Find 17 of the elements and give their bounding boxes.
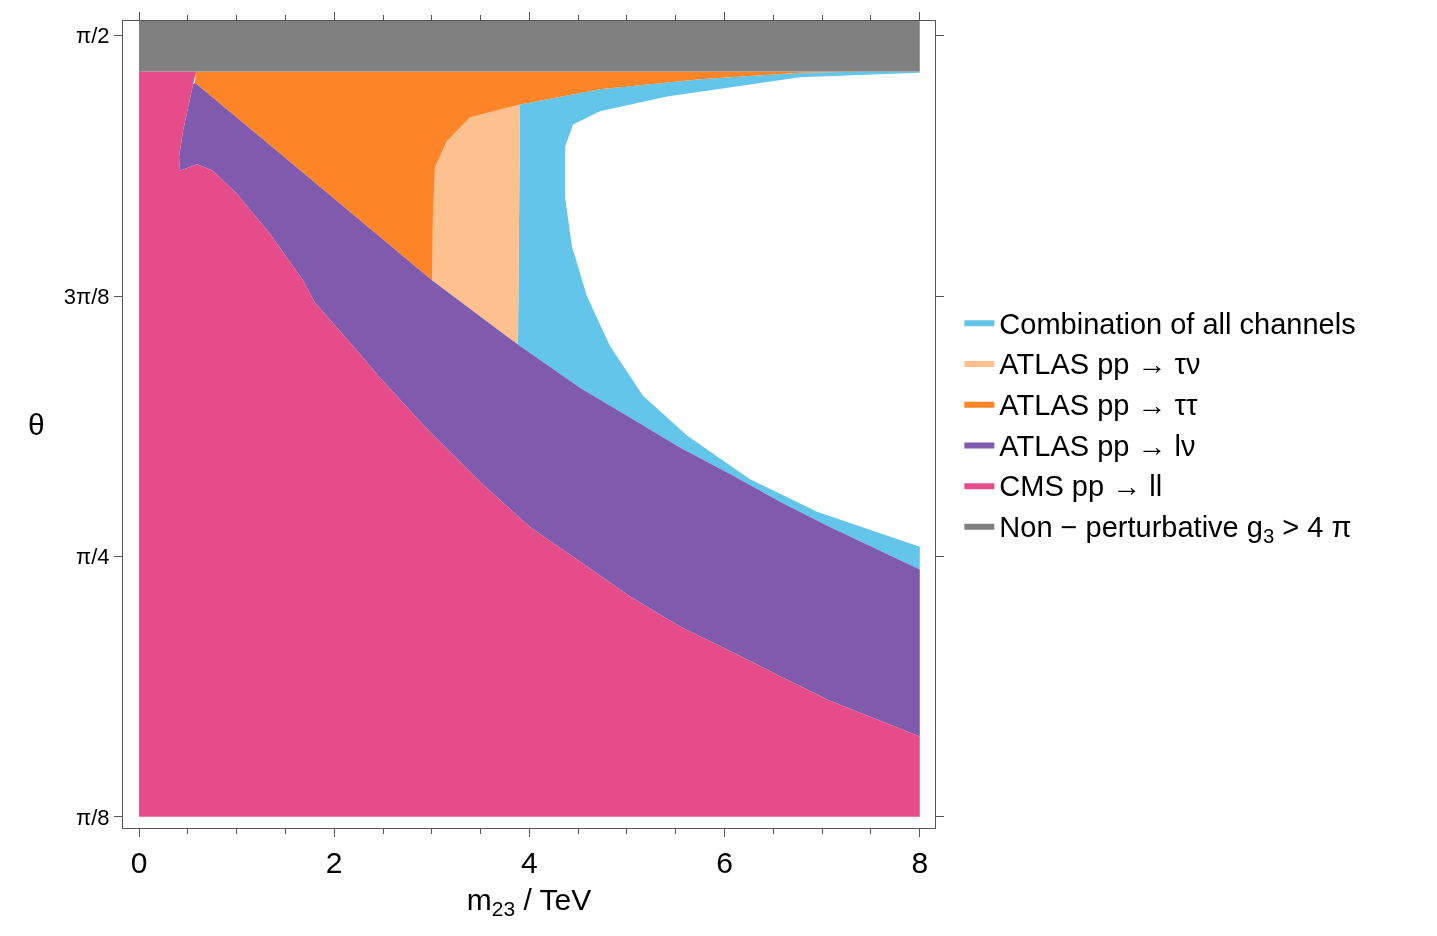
legend-label: ATLAS pp → lν: [999, 429, 1196, 462]
y-axis-title: θ: [28, 408, 45, 441]
y-tick-label: 3π/8: [63, 283, 110, 309]
x-tick-label: 4: [521, 846, 538, 879]
x-tick-label: 0: [130, 846, 148, 879]
legend-label: Combination of all channels: [999, 307, 1356, 340]
y-tick-label: π/4: [76, 544, 110, 570]
legend-label: Non − perturbative g$_{3}$ > 4 π: [999, 511, 1352, 548]
x-tick-label: 2: [325, 846, 343, 879]
legend-label: ATLAS pp → ττ: [999, 389, 1198, 422]
y-tick-label: π/8: [76, 804, 110, 830]
x-tick-label: 6: [716, 846, 733, 879]
legend-label: ATLAS pp → τν: [999, 348, 1201, 381]
legend-label: CMS pp → ll: [999, 470, 1163, 503]
x-tick-label: 8: [911, 846, 929, 879]
x-axis-title: m$_{23}$ / TeV: [466, 882, 592, 920]
y-tick-label: π/2: [76, 23, 110, 49]
